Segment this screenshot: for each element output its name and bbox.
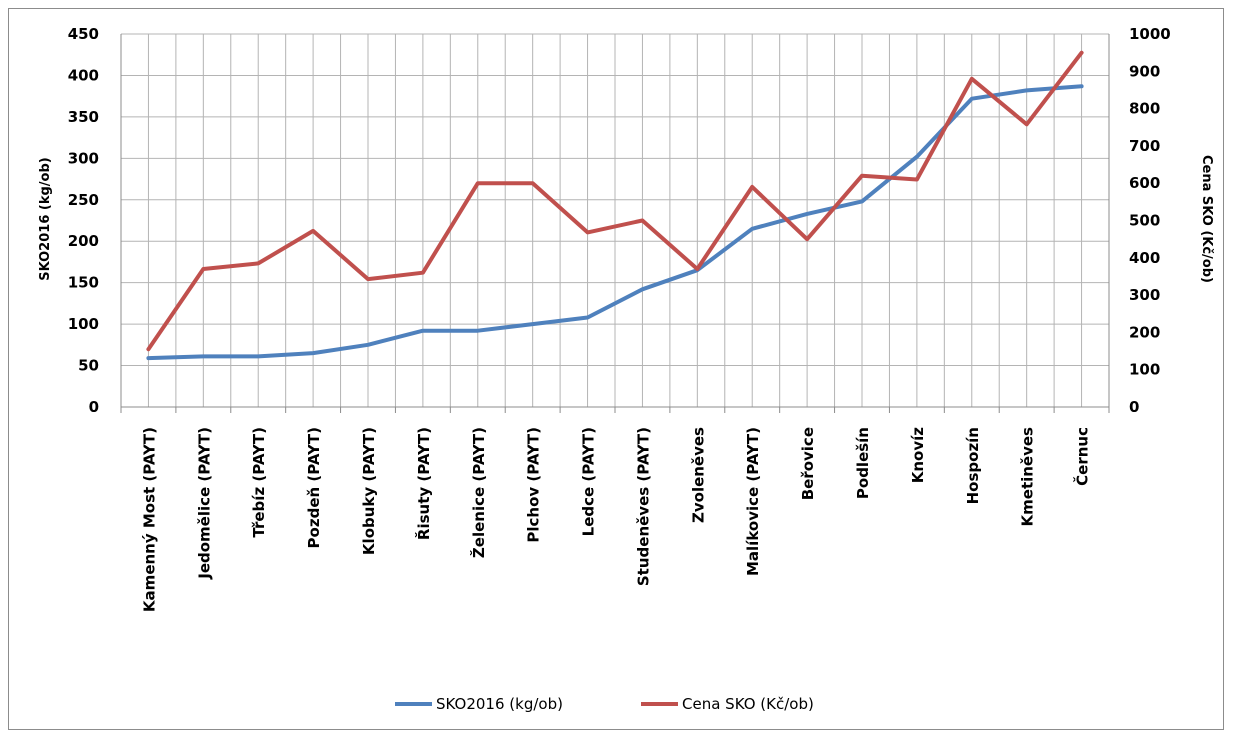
legend-label-sko: SKO2016 (kg/ob) [436,695,563,713]
y-tick-label-left: 50 [78,357,99,375]
y-tick-label-right: 300 [1129,286,1160,304]
category-label: Kamenný Most (PAYT) [140,427,158,612]
gridlines [120,33,1110,407]
series-line-sko [146,84,1084,361]
legend: SKO2016 (kg/ob) Cena SKO (Kč/ob) [395,695,814,713]
category-label: Klobuky (PAYT) [360,427,378,555]
y-axis-title-left: SKO2016 (kg/ob) [38,157,53,280]
category-label: Ledce (PAYT) [580,427,598,536]
y-tick-label-right: 200 [1129,323,1160,341]
y-tick-label-right: 800 [1129,100,1160,118]
y-tick-label-left: 350 [68,108,99,126]
series-line-cena [146,50,1084,352]
y-tick-label-right: 1000 [1129,25,1171,43]
chart-frame [8,8,1224,730]
category-label: Zvoleněves [689,427,707,523]
y-tick-label-left: 400 [68,66,99,84]
y-tick-label-right: 100 [1129,361,1160,379]
y-tick-label-right: 600 [1129,174,1160,192]
category-label: Pozdeň (PAYT) [305,427,323,548]
y-tick-label-right: 700 [1129,137,1160,155]
y-tick-label-left: 150 [68,274,99,292]
y-tick-label-left: 450 [68,25,99,43]
y-tick-label-left: 200 [68,232,99,250]
legend-label-cena: Cena SKO (Kč/ob) [682,695,814,713]
tick-labels: 0 50 100 150 200 250 300 350 400 450 0 100 200 300 400… [68,25,1171,416]
category-label: Beřovice [799,427,817,500]
category-label: Malíkovice (PAYT) [744,427,762,576]
category-label: Želenice (PAYT) [469,427,488,558]
category-label: Černuc [1073,427,1092,486]
y-tick-label-right: 500 [1129,212,1160,230]
category-label: Kmetiněves [1019,427,1037,527]
y-tick-label-left: 250 [68,191,99,209]
y-tick-label-right: 900 [1129,62,1160,80]
category-label: Plchov (PAYT) [525,427,543,543]
series-lines [146,50,1084,361]
category-label: Jedomělice (PAYT) [195,427,213,580]
axes [120,34,1110,413]
y-tick-label-right: 400 [1129,249,1160,267]
y-tick-label-left: 100 [68,315,99,333]
category-label: Hospozín [964,427,982,504]
category-label: Třebíz (PAYT) [250,427,268,538]
y-tick-label-right: 0 [1129,398,1139,416]
y-tick-label-left: 0 [89,398,99,416]
category-label: Podlešín [854,427,872,499]
category-label: Knovíz [909,427,927,484]
category-labels: Kamenný Most (PAYT) Jedomělice (PAYT) Třeb… [140,427,1091,612]
y-axis-title-right: Cena SKO (Kč/ob) [1199,155,1214,283]
y-tick-label-left: 300 [68,149,99,167]
category-label: Řisuty (PAYT) [414,427,433,540]
category-label: Studeněves (PAYT) [634,427,652,586]
